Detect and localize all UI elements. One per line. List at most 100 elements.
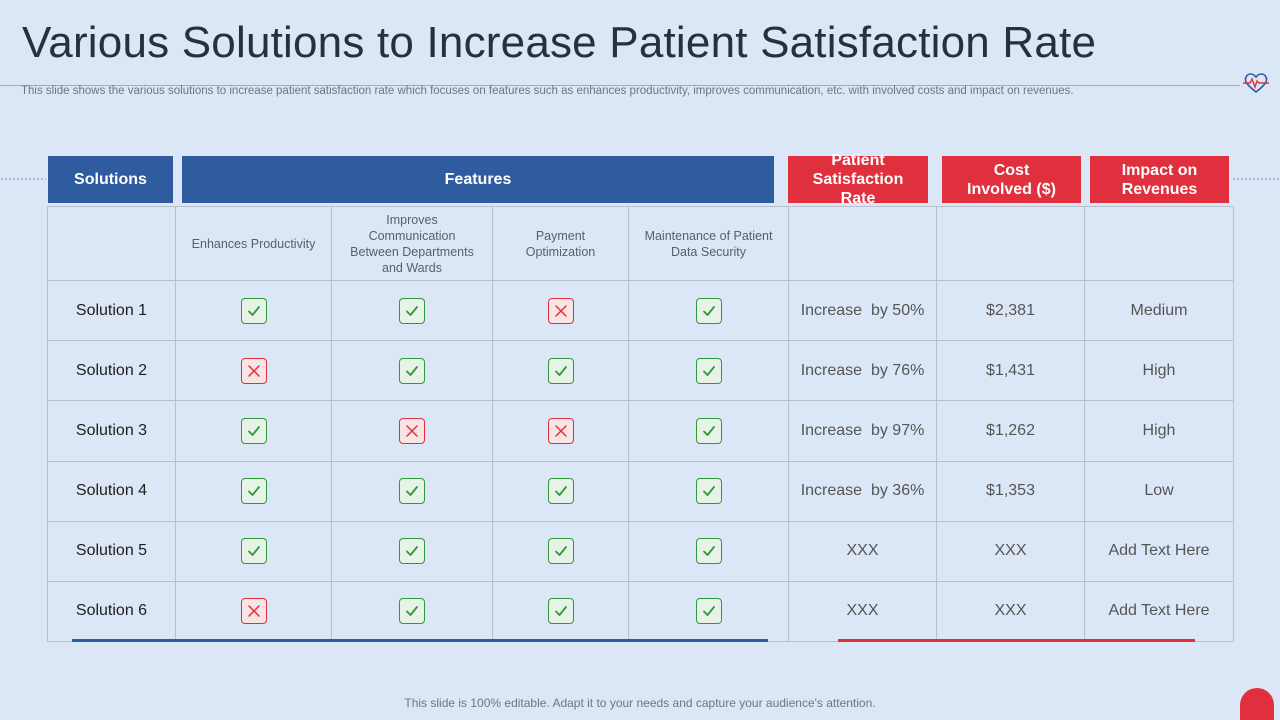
checkmark-icon bbox=[240, 538, 267, 565]
solution-name: Solution 5 bbox=[47, 520, 176, 582]
cost-cell: XXX bbox=[936, 520, 1085, 582]
impact-cell: High bbox=[1084, 340, 1234, 402]
feature-cell bbox=[331, 460, 493, 522]
feature-cell bbox=[628, 580, 789, 643]
solutions-table: Enhances Productivity Improves Communica… bbox=[47, 205, 1234, 643]
feature-cell bbox=[628, 340, 789, 402]
feature-label: Maintenance of Patient Data Security bbox=[628, 205, 789, 282]
header-solutions: Solutions bbox=[48, 156, 173, 203]
cross-icon bbox=[547, 417, 574, 444]
feature-cell bbox=[492, 520, 629, 582]
checkmark-icon bbox=[240, 478, 267, 505]
header-satisfaction-rate: Patient Satisfaction Rate bbox=[788, 152, 928, 207]
slide-footer: This slide is 100% editable. Adapt it to… bbox=[404, 696, 876, 710]
empty-cell bbox=[1084, 205, 1234, 282]
checkmark-icon bbox=[399, 478, 425, 505]
feature-cell bbox=[175, 460, 332, 522]
cost-cell: $1,262 bbox=[936, 400, 1085, 462]
table-row: Solution 5 XXX XXX Add Text Here bbox=[47, 520, 1234, 582]
feature-label: Payment Optimization bbox=[492, 205, 629, 282]
cost-cell: $1,353 bbox=[936, 460, 1085, 522]
feature-cell bbox=[492, 460, 629, 522]
solution-name: Solution 2 bbox=[47, 340, 176, 402]
satisfaction-rate-cell: XXX bbox=[788, 580, 937, 643]
cross-icon bbox=[240, 598, 267, 625]
solution-name: Solution 4 bbox=[47, 460, 176, 522]
feature-cell bbox=[628, 520, 789, 582]
feature-cell bbox=[628, 400, 789, 462]
satisfaction-rate-cell: Increase by 97% bbox=[788, 400, 937, 462]
checkmark-icon bbox=[399, 538, 425, 565]
feature-cell bbox=[628, 460, 789, 522]
feature-label: Improves Communication Between Departmen… bbox=[331, 205, 493, 282]
solution-name: Solution 6 bbox=[47, 580, 176, 643]
satisfaction-rate-cell: Increase by 76% bbox=[788, 340, 937, 402]
checkmark-icon bbox=[399, 598, 425, 625]
checkmark-icon bbox=[695, 478, 722, 505]
feature-cell bbox=[492, 400, 629, 462]
impact-cell: Add Text Here bbox=[1084, 580, 1234, 643]
checkmark-icon bbox=[547, 598, 574, 625]
feature-cell bbox=[492, 280, 629, 342]
impact-cell: High bbox=[1084, 400, 1234, 462]
checkmark-icon bbox=[399, 297, 425, 324]
empty-cell bbox=[47, 205, 176, 282]
feature-cell bbox=[175, 580, 332, 643]
satisfaction-rate-cell: Increase by 36% bbox=[788, 460, 937, 522]
cross-icon bbox=[240, 357, 267, 384]
checkmark-icon bbox=[695, 357, 722, 384]
empty-cell bbox=[788, 205, 937, 282]
empty-cell bbox=[936, 205, 1085, 282]
impact-cell: Medium bbox=[1084, 280, 1234, 342]
header-impact-revenues: Impact on Revenues bbox=[1090, 156, 1229, 203]
checkmark-icon bbox=[547, 478, 574, 505]
accent-bar-blue bbox=[72, 639, 768, 642]
feature-cell bbox=[175, 280, 332, 342]
title-divider bbox=[0, 85, 1240, 86]
feature-cell bbox=[175, 400, 332, 462]
feature-cell bbox=[175, 520, 332, 582]
checkmark-icon bbox=[547, 538, 574, 565]
feature-cell bbox=[628, 280, 789, 342]
feature-cell bbox=[331, 580, 493, 643]
satisfaction-rate-cell: XXX bbox=[788, 520, 937, 582]
checkmark-icon bbox=[240, 297, 267, 324]
checkmark-icon bbox=[695, 417, 722, 444]
table-row: Solution 3 Increase by 97% $1,262 High bbox=[47, 400, 1234, 462]
checkmark-icon bbox=[547, 357, 574, 384]
feature-cell bbox=[492, 580, 629, 643]
checkmark-icon bbox=[695, 598, 722, 625]
table-row: Solution 1 Increase by 50% $2,381 Medium bbox=[47, 280, 1234, 342]
table-row: Solution 6 XXX XXX Add Text Here bbox=[47, 580, 1234, 643]
cost-cell: XXX bbox=[936, 580, 1085, 643]
cross-icon bbox=[399, 417, 425, 444]
feature-header-row: Enhances Productivity Improves Communica… bbox=[47, 205, 1234, 282]
feature-cell bbox=[492, 340, 629, 402]
satisfaction-rate-cell: Increase by 50% bbox=[788, 280, 937, 342]
slide-subtitle: This slide shows the various solutions t… bbox=[21, 85, 1074, 97]
dotted-line-left bbox=[0, 178, 46, 180]
cross-icon bbox=[547, 297, 574, 324]
accent-bar-red bbox=[838, 639, 1195, 642]
checkmark-icon bbox=[695, 538, 722, 565]
checkmark-icon bbox=[695, 297, 722, 324]
impact-cell: Add Text Here bbox=[1084, 520, 1234, 582]
feature-cell bbox=[175, 340, 332, 402]
solution-name: Solution 1 bbox=[47, 280, 176, 342]
impact-cell: Low bbox=[1084, 460, 1234, 522]
table-row: Solution 4 Increase by 36% $1,353 Low bbox=[47, 460, 1234, 522]
dotted-line-right bbox=[1232, 178, 1280, 180]
feature-label: Enhances Productivity bbox=[175, 205, 332, 282]
checkmark-icon bbox=[240, 417, 267, 444]
checkmark-icon bbox=[399, 357, 425, 384]
solution-name: Solution 3 bbox=[47, 400, 176, 462]
table-row: Solution 2 Increase by 76% $1,431 High bbox=[47, 340, 1234, 402]
feature-cell bbox=[331, 340, 493, 402]
header-features: Features bbox=[182, 156, 774, 203]
slide-title: Various Solutions to Increase Patient Sa… bbox=[22, 18, 1097, 67]
cost-cell: $2,381 bbox=[936, 280, 1085, 342]
feature-cell bbox=[331, 280, 493, 342]
corner-decoration bbox=[1240, 688, 1274, 720]
cost-cell: $1,431 bbox=[936, 340, 1085, 402]
heartbeat-icon bbox=[1243, 73, 1269, 94]
